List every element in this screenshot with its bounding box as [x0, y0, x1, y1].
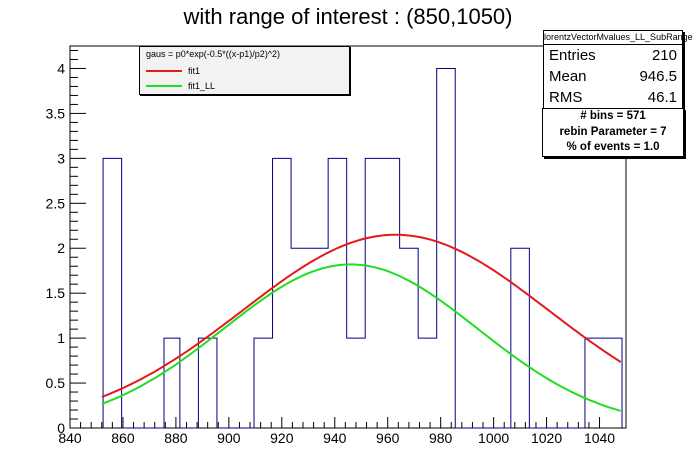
y-tick-label: 3.5	[46, 105, 66, 121]
x-tick-label: 920	[270, 430, 294, 446]
stats-row-entries: Entries 210	[544, 45, 682, 66]
legend-header: gaus = p0*exp(-0.5*((x-p1)/p2)^2)	[146, 49, 281, 59]
y-tick-label: 0	[57, 420, 65, 436]
entries-label: Entries	[549, 47, 596, 64]
y-tick-label: 2	[57, 240, 65, 256]
x-tick-label: 960	[376, 430, 400, 446]
y-axis: 0 0.5 1 1.5 2 2.5 3 3.5 4	[46, 49, 86, 436]
x-tick-label: 1020	[531, 430, 562, 446]
y-tick-label: 0.5	[46, 375, 66, 391]
y-tick-label: 3	[57, 150, 65, 166]
stats-row-rms: RMS 46.1	[544, 87, 682, 108]
legend-label-fit1: fit1	[188, 65, 201, 76]
y-tick-label: 1.5	[46, 285, 66, 301]
x-tick-label: 940	[323, 430, 347, 446]
info-rebin: rebin Parameter = 7	[559, 125, 667, 138]
legend-item-fit1-ll: fit1_LL	[140, 78, 349, 93]
x-tick-label: 980	[429, 430, 453, 446]
entries-value: 210	[651, 47, 677, 64]
y-tick-label: 2.5	[46, 195, 66, 211]
chart-title: with range of interest : (850,1050)	[183, 4, 513, 29]
mean-value: 946.5	[639, 68, 677, 85]
fit1-swatch	[146, 69, 182, 72]
stats-box: lorentzVectorMvalues_LL_SubRange Entries…	[543, 30, 693, 110]
mean-label: Mean	[549, 68, 587, 85]
fit1-ll-swatch	[146, 84, 182, 87]
info-bins: # bins = 571	[580, 110, 646, 122]
fit1-curve	[101, 233, 622, 398]
fit1-ll-curve	[101, 263, 621, 412]
x-tick-label: 860	[111, 430, 135, 446]
x-tick-label: 1040	[584, 430, 615, 446]
legend: gaus = p0*exp(-0.5*((x-p1)/p2)^2) fit1 f…	[139, 46, 350, 95]
stats-row-mean: Mean 946.5	[544, 66, 682, 87]
legend-label-fit1-ll: fit1_LL	[188, 80, 216, 91]
info-box: # bins = 571 rebin Parameter = 7 % of ev…	[542, 108, 684, 157]
y-tick-label: 1	[57, 330, 65, 346]
x-tick-label: 900	[217, 430, 241, 446]
info-events: % of events = 1.0	[566, 141, 660, 153]
legend-item-fit1: fit1	[140, 63, 349, 78]
x-tick-label: 840	[58, 430, 82, 446]
y-tick-label: 4	[57, 60, 65, 76]
rms-value: 46.1	[647, 89, 677, 106]
x-axis: 840 860 880 900 920 940 960 980 1000 1020 1040	[58, 417, 615, 446]
stats-name: lorentzVectorMvalues_LL_SubRange	[544, 31, 693, 45]
histogram-outline	[102, 67, 623, 429]
x-tick-label: 880	[164, 430, 188, 446]
x-tick-label: 1000	[478, 430, 509, 446]
rms-label: RMS	[549, 89, 583, 106]
